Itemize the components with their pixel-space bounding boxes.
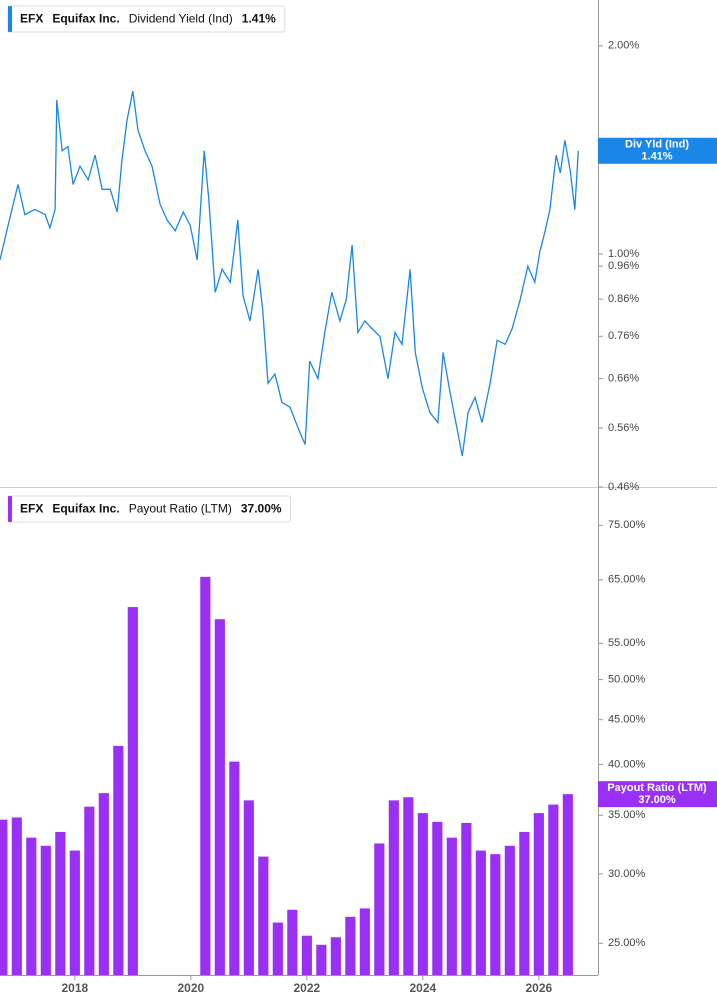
bar [26,837,37,975]
bar [214,619,225,975]
legend-title: Dividend Yield (Ind) [129,12,233,26]
bar [272,922,283,975]
bar [446,837,457,975]
y-tick-label: 45.00% [608,714,646,726]
bar [113,745,124,975]
legend-value: 37.00% [241,502,282,516]
legend-ticker: EFX [20,502,43,516]
bar [258,856,269,975]
x-tick-label: 2018 [61,981,88,995]
legend-company: Equifax Inc. [52,502,119,516]
bar [345,916,356,975]
x-tick-label: 2024 [409,981,436,995]
legend-company: Equifax Inc. [52,12,119,26]
yield-line [0,90,579,457]
x-tick-label: 2020 [177,981,204,995]
y-tick-label: 2.00% [608,40,639,52]
tag-name: Div Yld (Ind) [625,139,689,151]
bar [490,854,501,975]
bar [127,607,138,975]
x-tick-label: 2022 [293,981,320,995]
bar [40,845,51,975]
bar [388,800,399,975]
bar [461,822,472,975]
bar [69,850,80,975]
legend-ticker: EFX [20,12,43,26]
bar [504,845,515,975]
bar [55,831,66,975]
bar [519,831,530,975]
bar [359,908,370,975]
y-tick-label: 1.00% [608,248,639,260]
tag-name: Payout Ratio (LTM) [607,782,707,794]
x-tick-label: 2026 [525,981,552,995]
bar [0,819,8,975]
legend-swatch [8,6,12,32]
bar [562,794,573,975]
legend-title: Payout Ratio (LTM) [129,502,232,516]
bar [11,817,22,975]
legend: EFX Equifax Inc. Payout Ratio (LTM) 37.00% [7,495,292,523]
bar [403,797,414,975]
bar [301,935,312,975]
bar [548,804,559,975]
bar [316,944,327,975]
y-tick-label: 75.00% [608,519,646,531]
y-tick-label: 0.46% [608,481,639,493]
tag-value: 37.00% [638,794,676,806]
legend-value: 1.41% [242,12,276,26]
bar [229,761,240,975]
bar [287,909,298,975]
y-tick-label: 50.00% [608,673,646,685]
bar [432,821,443,975]
tag-value: 1.41% [641,151,672,163]
bar [243,800,254,975]
current-value-tag [598,137,717,164]
y-tick-label: 35.00% [608,809,646,821]
y-tick-label: 30.00% [608,868,646,880]
y-tick-label: 0.56% [608,422,639,434]
legend: EFX Equifax Inc. Dividend Yield (Ind) 1.41% [7,5,286,33]
bar [200,576,211,975]
legend-swatch [8,496,12,522]
y-tick-label: 25.00% [608,937,646,949]
y-tick-label: 0.96% [608,260,639,272]
bar [533,813,544,975]
y-tick-label: 55.00% [608,637,646,649]
bar [330,937,341,975]
bar [374,843,385,975]
bar [84,806,95,975]
y-tick-label: 0.66% [608,373,639,385]
current-value-tag [598,781,717,808]
bar [475,850,486,975]
y-tick-label: 0.86% [608,293,639,305]
y-tick-label: 65.00% [608,574,646,586]
bar [98,793,109,975]
y-tick-label: 40.00% [608,758,646,770]
y-tick-label: 0.76% [608,330,639,342]
bar [417,813,428,975]
